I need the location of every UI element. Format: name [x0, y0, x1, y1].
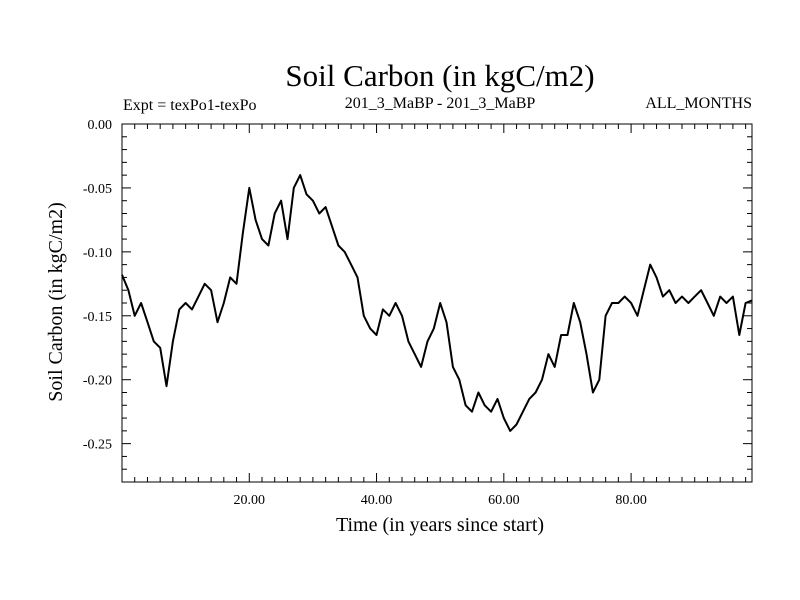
y-tick-label: -0.15 — [83, 310, 112, 325]
x-tick-label: 80.00 — [615, 493, 647, 508]
x-axis-label: Time (in years since start) — [336, 514, 544, 536]
y-axis-label: Soil Carbon (in kgC/m2) — [45, 202, 67, 401]
y-tick-label: -0.05 — [83, 182, 112, 197]
y-tick-label: 0.00 — [88, 118, 113, 133]
chart-title: Soil Carbon (in kgC/m2) — [285, 58, 594, 93]
x-tick-label: 60.00 — [488, 493, 520, 508]
y-tick-label: -0.25 — [83, 438, 112, 453]
x-tick-label: 40.00 — [361, 493, 393, 508]
series-line — [121, 174, 753, 432]
x-tick-label: 20.00 — [234, 493, 266, 508]
y-tick-label: -0.10 — [83, 246, 112, 261]
chart-subtitle-right: ALL_MONTHS — [645, 95, 752, 112]
chart-subtitle-center: 201_3_MaBP - 201_3_MaBP — [345, 95, 536, 112]
y-tick-label: -0.20 — [83, 374, 112, 389]
plot-area: 20.00 40.00 60.00 80.00 0.00 -0.05 -0.10 -0.15 -… — [83, 118, 753, 508]
chart-subtitle-left: Expt = texPo1-texPo — [123, 97, 256, 114]
